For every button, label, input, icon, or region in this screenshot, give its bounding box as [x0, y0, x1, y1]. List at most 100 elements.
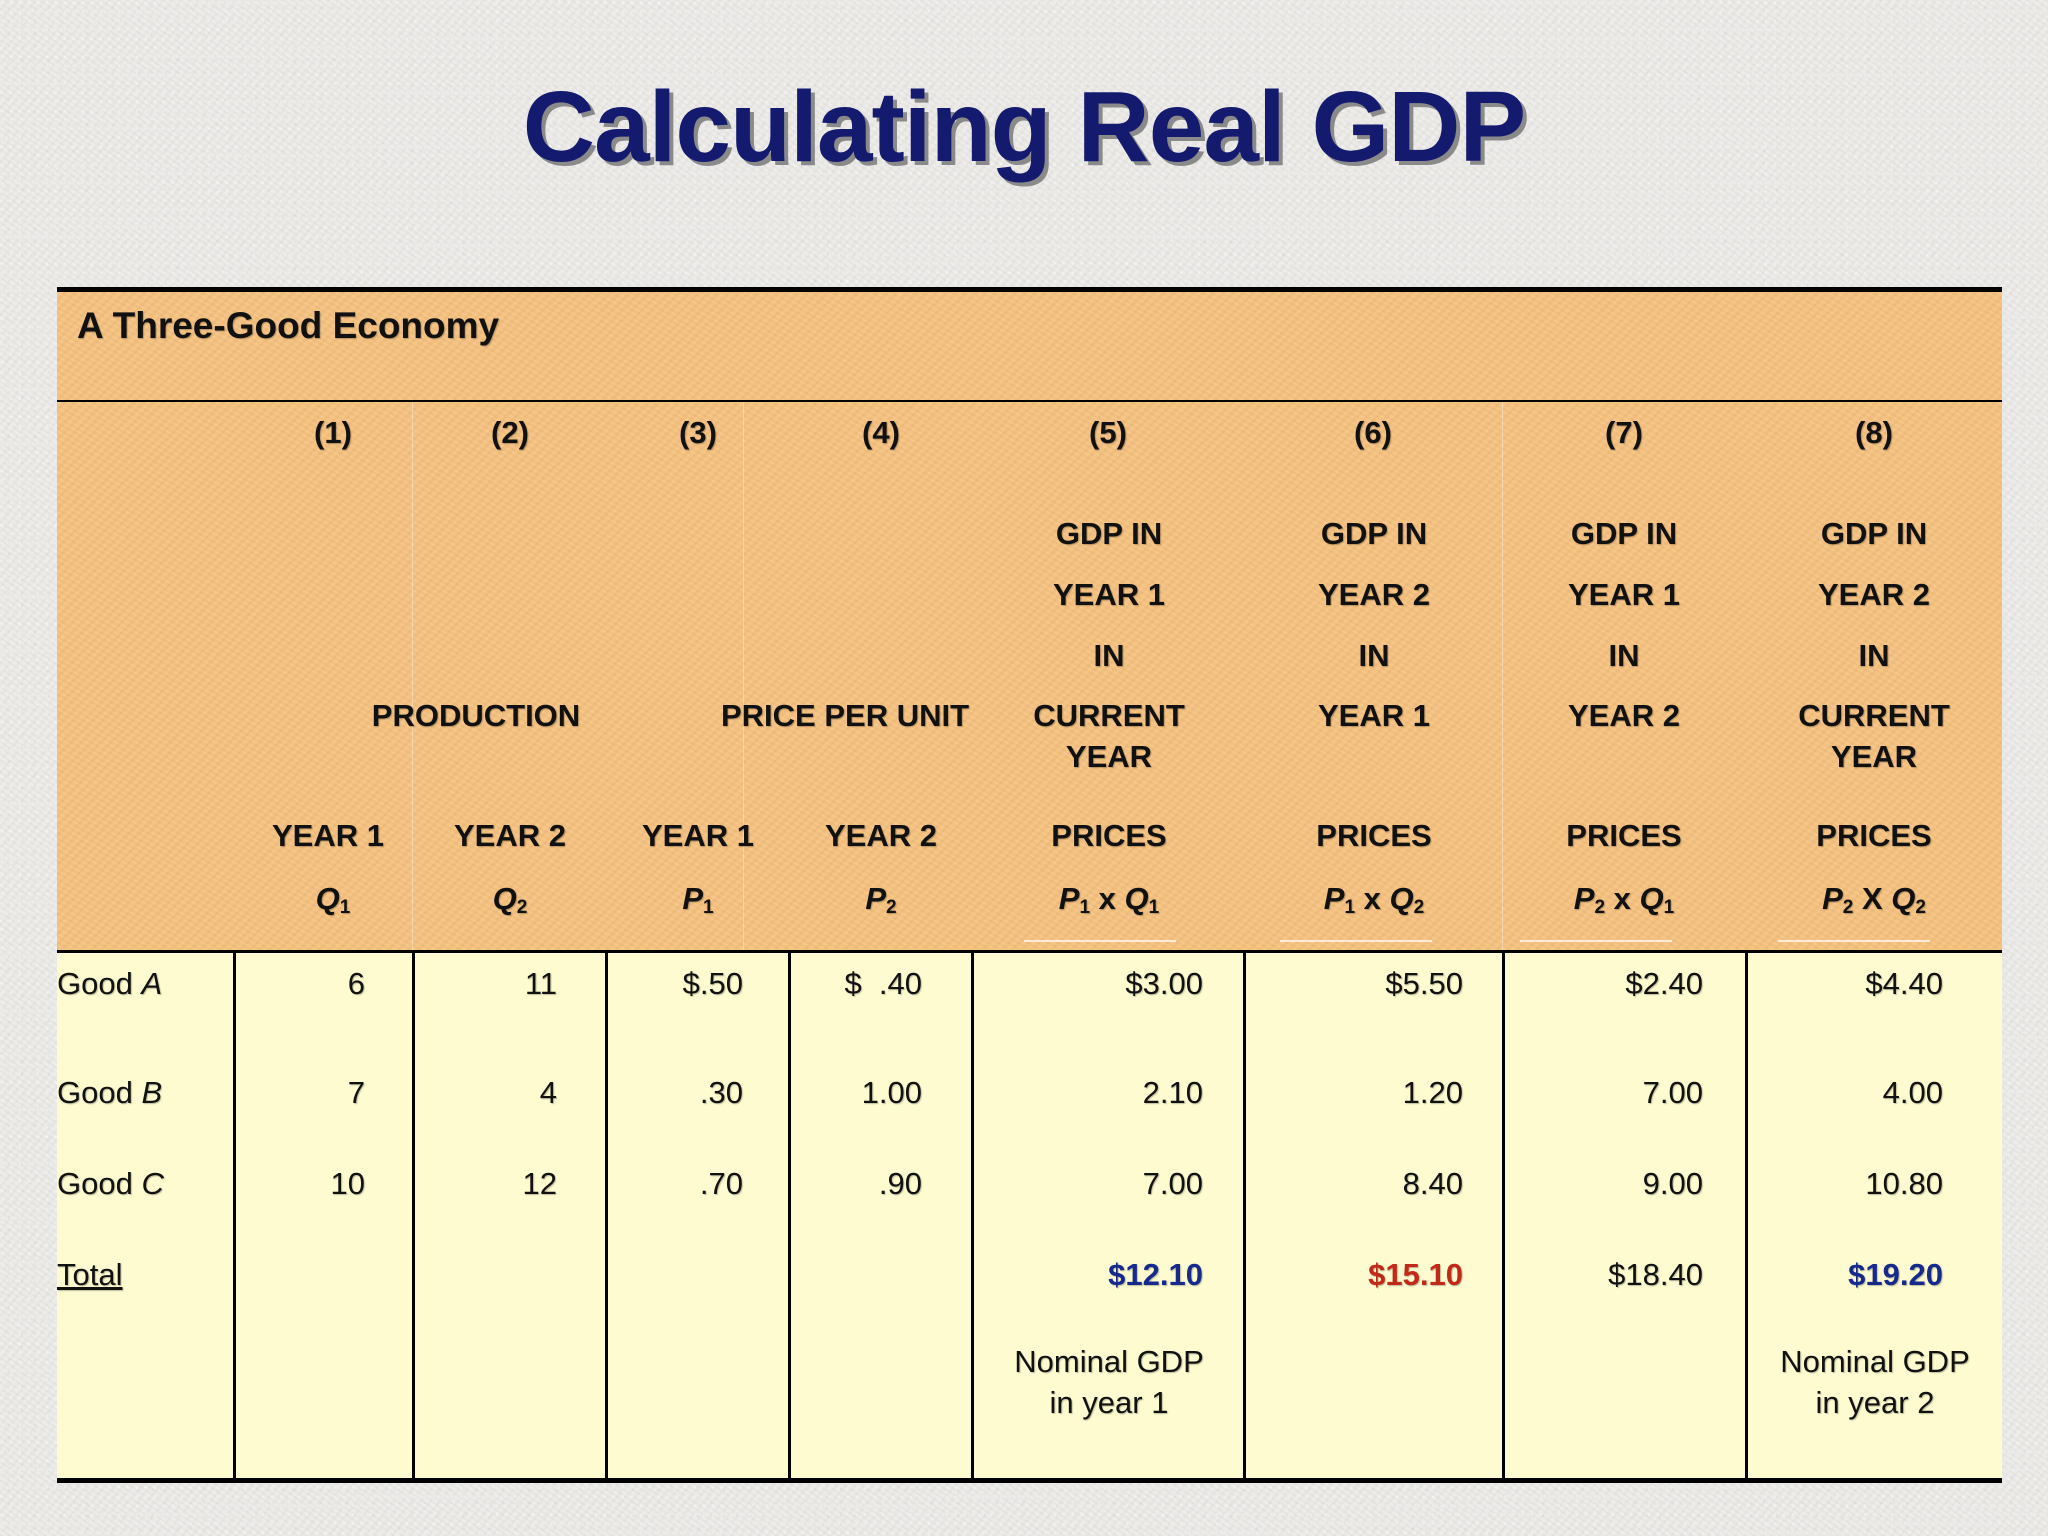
cell-b-3: .30: [699, 1075, 743, 1110]
column-divider: [1745, 952, 1748, 1480]
col8-heading-line: GDP IN: [1820, 516, 1928, 551]
cell-a-5: $3.00: [1125, 966, 1203, 1001]
note-line: Nominal GDP: [1014, 1344, 1204, 1379]
cell-a-7: $2.40: [1625, 966, 1703, 1001]
col8-heading-line: YEAR: [1830, 739, 1918, 774]
col7-formula: P2 x Q1: [1573, 881, 1675, 918]
total-col5: $12.10: [1108, 1257, 1203, 1292]
cell-b-1: 7: [347, 1075, 365, 1110]
col2-year-heading: YEAR 2: [454, 818, 566, 853]
note-line: in year 1: [1049, 1385, 1169, 1420]
cell-a-8: $4.40: [1865, 966, 1943, 1001]
col6-formula-underline: [1280, 940, 1432, 942]
cell-b-5: 2.10: [1142, 1075, 1203, 1110]
cell-a-2: 11: [524, 966, 557, 1001]
header-divider: [412, 402, 413, 950]
cell-c-5: 7.00: [1142, 1166, 1203, 1201]
column-divider: [233, 952, 236, 1480]
row-label-good-c: Good C: [57, 1166, 164, 1201]
col6-formula: P1 x Q2: [1323, 881, 1425, 918]
note-line: Nominal GDP: [1780, 1344, 1970, 1379]
cell-c-1: 10: [330, 1166, 365, 1201]
col-number-6: (6): [1354, 415, 1392, 450]
column-divider: [605, 952, 608, 1480]
row-label-good-a: Good A: [57, 966, 163, 1001]
bottom-rule: [57, 1478, 2002, 1483]
cell-c-2: 12: [522, 1166, 557, 1201]
cell-b-7: 7.00: [1642, 1075, 1703, 1110]
cell-a-6: $5.50: [1385, 966, 1463, 1001]
note-line: in year 2: [1815, 1385, 1935, 1420]
top-rule: [57, 287, 2002, 292]
nominal-gdp-year1-note: Nominal GDP in year 1: [974, 1341, 1244, 1423]
column-divider: [1502, 952, 1505, 1480]
header-bottom-rule: [57, 950, 2002, 953]
table-caption: A Three-Good Economy: [77, 305, 500, 346]
col5-formula-underline: [1024, 940, 1176, 942]
col8-heading-line: PRICES: [1816, 818, 1932, 853]
row-label-total: Total: [57, 1257, 123, 1292]
col7-heading-line: PRICES: [1566, 818, 1682, 853]
total-col8: $19.20: [1848, 1257, 1943, 1292]
col6-heading-line: PRICES: [1316, 818, 1432, 853]
col-number-7: (7): [1605, 415, 1643, 450]
column-divider: [971, 952, 974, 1480]
cell-b-6: 1.20: [1402, 1075, 1463, 1110]
cell-b-2: 4: [539, 1075, 557, 1110]
caption-rule: [57, 400, 2002, 402]
cell-c-6: 8.40: [1402, 1166, 1463, 1201]
col7-heading-line: YEAR 1: [1568, 577, 1680, 612]
total-col6: $15.10: [1368, 1257, 1463, 1292]
col8-heading-line: IN: [1858, 638, 1890, 673]
col8-heading-line: YEAR 2: [1818, 577, 1930, 612]
col6-heading-line: YEAR 2: [1318, 577, 1430, 612]
col7-heading-line: IN: [1608, 638, 1640, 673]
cell-c-3: .70: [699, 1166, 743, 1201]
col6-heading-line: YEAR 1: [1318, 698, 1430, 733]
col8-heading-line: CURRENT: [1798, 698, 1950, 733]
col5-formula: P1 x Q1: [1058, 881, 1160, 918]
header-divider: [743, 402, 744, 950]
col6-heading-line: IN: [1358, 638, 1390, 673]
col4-symbol: P2: [865, 881, 897, 918]
cell-a-3: $.50: [682, 966, 743, 1001]
cell-b-8: 4.00: [1882, 1075, 1943, 1110]
page-title: Calculating Real GDP: [522, 71, 1526, 183]
total-col7: $18.40: [1608, 1257, 1703, 1292]
col5-heading-line: PRICES: [1051, 818, 1167, 853]
price-per-unit-header: PRICE PER UNIT: [720, 698, 970, 733]
col3-year-heading: YEAR 1: [642, 818, 754, 853]
column-divider: [788, 952, 791, 1480]
col4-year-heading: YEAR 2: [825, 818, 937, 853]
col-number-2: (2): [491, 415, 529, 450]
col7-formula-underline: [1520, 940, 1672, 942]
col-number-5: (5): [1089, 415, 1127, 450]
col8-formula: P2 X Q2: [1822, 881, 1926, 918]
row-label-good-b: Good B: [57, 1075, 163, 1110]
column-divider: [412, 952, 415, 1480]
cell-c-8: 10.80: [1865, 1166, 1943, 1201]
col5-heading-line: YEAR: [1065, 739, 1153, 774]
col5-heading-line: IN: [1093, 638, 1125, 673]
col1-symbol: Q1: [315, 881, 351, 918]
cell-a-4: $ .40: [844, 966, 922, 1001]
col-number-1: (1): [314, 415, 352, 450]
col3-symbol: P1: [682, 881, 714, 918]
col-number-8: (8): [1855, 415, 1893, 450]
col6-heading-line: GDP IN: [1320, 516, 1428, 551]
col8-formula-underline: [1778, 940, 1930, 942]
col5-heading-line: CURRENT: [1033, 698, 1185, 733]
cell-a-1: 6: [347, 966, 365, 1001]
table-header-band: [57, 287, 2002, 952]
col1-year-heading: YEAR 1: [272, 818, 384, 853]
col5-heading-line: GDP IN: [1055, 516, 1163, 551]
gdp-table: A Three-Good Economy (1) (2) (3) (4) (5)…: [57, 287, 2002, 1483]
col-number-3: (3): [679, 415, 717, 450]
cell-c-4: .90: [878, 1166, 922, 1201]
production-header: PRODUCTION: [371, 698, 581, 733]
header-divider: [1502, 402, 1503, 950]
col7-heading-line: GDP IN: [1570, 516, 1678, 551]
cell-b-4: 1.00: [861, 1075, 922, 1110]
col-number-4: (4): [862, 415, 900, 450]
col2-symbol: Q2: [492, 881, 528, 918]
